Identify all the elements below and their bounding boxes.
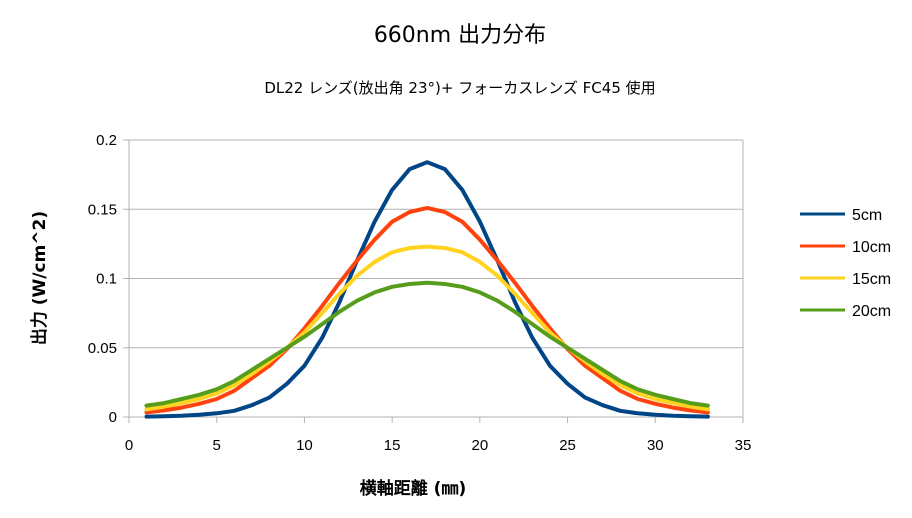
x-tick-label: 30 — [647, 437, 664, 454]
series-line-20cm — [144, 280, 710, 408]
series-line-5cm — [144, 160, 710, 419]
x-tick-label: 35 — [735, 437, 752, 454]
axes — [123, 139, 744, 423]
x-tick-label: 20 — [472, 437, 489, 454]
y-tick-label: 0.2 — [96, 132, 117, 149]
legend-label: 20cm — [852, 303, 891, 320]
series-line-15cm — [144, 244, 710, 412]
y-tick-label: 0 — [109, 409, 117, 426]
series-line-10cm — [144, 205, 710, 415]
series-lines — [144, 160, 710, 419]
x-axis-title: 横軸距離 (㎜) — [360, 478, 466, 499]
y-tick-label: 0.15 — [88, 201, 117, 218]
x-tick-label: 10 — [296, 437, 313, 454]
legend-label: 5cm — [852, 207, 882, 224]
gridlines — [129, 139, 744, 418]
chart-subtitle: DL22 レンズ(放出角 23°)+ フォーカスレンズ FC45 使用 — [264, 79, 655, 97]
x-tick-label: 15 — [384, 437, 401, 454]
x-tick-label: 25 — [559, 437, 576, 454]
legend: 5cm 10cm 15cm 20cm — [800, 207, 891, 320]
legend-label: 10cm — [852, 239, 891, 256]
x-tick-label: 0 — [125, 437, 133, 454]
y-tick-labels: 0 0.05 0.1 0.15 0.2 — [88, 132, 117, 426]
y-tick-label: 0.05 — [88, 340, 117, 357]
y-axis-title: 出力 (W/cm^2) — [29, 211, 50, 345]
legend-label: 15cm — [852, 271, 891, 288]
y-tick-label: 0.1 — [96, 271, 117, 288]
x-tick-labels: 0 5 10 15 20 25 30 35 — [125, 437, 752, 454]
x-tick-label: 5 — [213, 437, 221, 454]
chart-title: 660nm 出力分布 — [374, 23, 546, 48]
